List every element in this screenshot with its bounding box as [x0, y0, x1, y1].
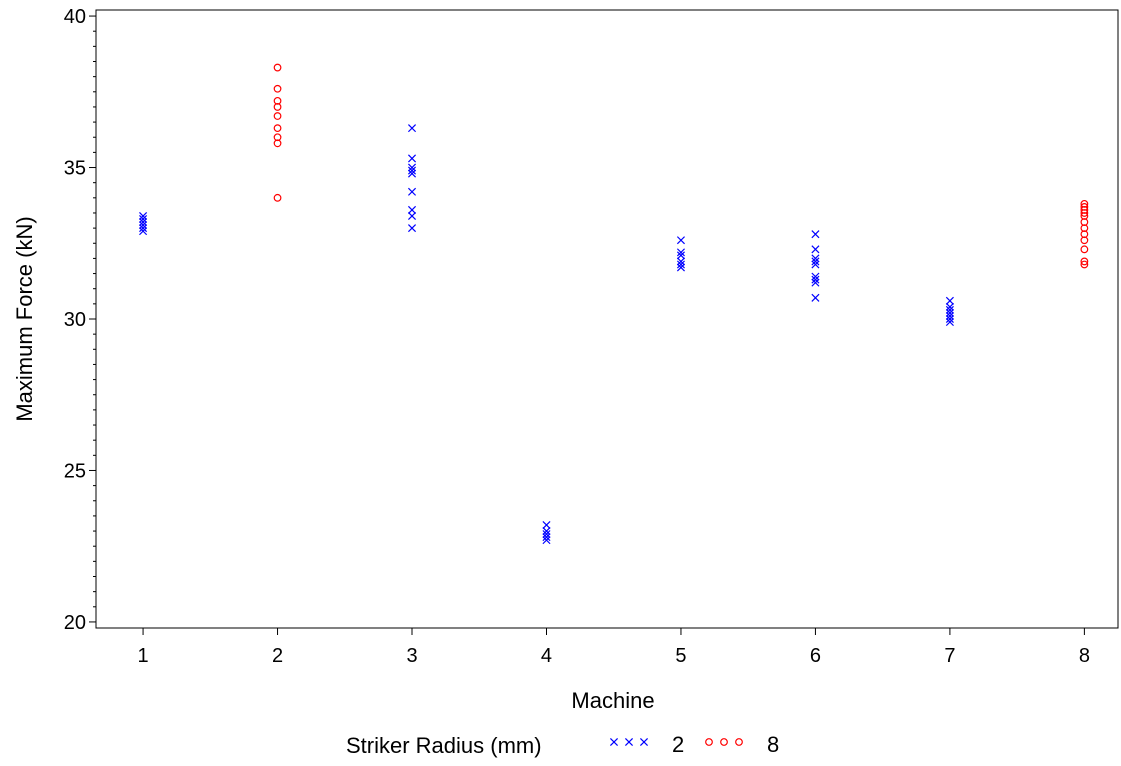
legend-marker-series-2	[624, 737, 634, 747]
data-point-series-2	[945, 305, 954, 314]
data-point-series-2	[139, 218, 148, 227]
data-point-series-2	[811, 260, 820, 269]
data-point-series-2	[542, 536, 551, 545]
data-point-series-8	[273, 63, 282, 72]
data-point-series-2	[945, 296, 954, 305]
data-point-series-2	[542, 530, 551, 539]
data-point-series-2	[811, 254, 820, 263]
data-points	[139, 63, 1089, 545]
data-point-series-2	[945, 311, 954, 320]
data-point-series-8	[273, 112, 282, 120]
data-point-series-2	[811, 257, 820, 266]
legend-marker-series-2	[609, 737, 619, 747]
data-point-series-2	[139, 224, 148, 233]
legend: Striker Radius (mm) 2 8	[346, 732, 779, 758]
x-axis: 1 2 3 4 5 6 7 8	[138, 628, 1090, 667]
data-point-series-2	[407, 224, 417, 233]
legend-entry-label: 2	[672, 732, 684, 757]
x-tick-label: 3	[406, 645, 417, 667]
data-point-series-2	[676, 236, 685, 245]
data-point-series-8	[1080, 199, 1089, 208]
data-point-series-2	[676, 263, 685, 272]
data-point-series-2	[811, 275, 820, 284]
data-point-series-2	[676, 251, 685, 260]
data-point-series-8	[273, 133, 282, 142]
legend-title: Striker Radius (mm)	[346, 733, 542, 758]
data-point-series-8	[1080, 257, 1089, 266]
data-point-series-2	[811, 278, 820, 287]
y-tick-label: 25	[64, 460, 86, 482]
data-point-series-2	[676, 260, 685, 269]
data-point-series-2	[811, 293, 820, 302]
data-point-series-2	[542, 527, 551, 536]
data-point-series-2	[945, 302, 954, 311]
x-tick-label: 7	[944, 645, 955, 667]
x-tick-label: 1	[138, 645, 149, 667]
data-point-series-2	[542, 533, 551, 542]
data-point-series-8	[273, 124, 282, 133]
x-tick-label: 5	[675, 645, 686, 667]
y-tick-label: 30	[64, 309, 86, 331]
y-tick-label: 20	[64, 612, 86, 634]
data-point-series-2	[407, 163, 417, 172]
y-tick-label: 35	[64, 158, 86, 180]
data-point-series-2	[676, 248, 685, 257]
data-point-series-2	[407, 166, 417, 175]
data-point-series-2	[676, 257, 685, 266]
data-point-series-8	[273, 193, 282, 202]
data-point-series-2	[945, 318, 954, 327]
data-point-series-2	[139, 221, 148, 230]
x-tick-label: 6	[810, 645, 821, 667]
legend-marker-series-8	[705, 738, 713, 746]
x-tick-label: 8	[1079, 645, 1090, 667]
y-tick-label: 40	[64, 6, 86, 28]
legend-marker-series-8	[720, 738, 728, 746]
data-point-series-2	[407, 187, 417, 196]
data-point-series-8	[1080, 245, 1089, 254]
x-axis-label: Machine	[571, 688, 654, 713]
legend-entry-label: 8	[767, 732, 779, 757]
data-point-series-2	[811, 272, 820, 281]
data-point-series-2	[811, 230, 820, 239]
data-point-series-8	[273, 84, 282, 93]
data-point-series-2	[945, 314, 954, 324]
data-point-series-8	[1080, 203, 1089, 211]
data-point-series-2	[542, 520, 551, 530]
x-tick-label: 4	[541, 645, 552, 667]
data-point-series-8	[273, 96, 282, 105]
data-point-series-2	[407, 124, 417, 133]
data-point-series-2	[407, 205, 417, 214]
data-point-series-2	[945, 308, 954, 317]
data-point-series-2	[407, 211, 417, 221]
y-axis: 20 25 30 35 40	[64, 6, 96, 634]
data-point-series-2	[139, 215, 148, 224]
data-point-series-2	[139, 227, 148, 236]
data-point-series-2	[139, 211, 148, 221]
data-point-series-2	[407, 154, 417, 163]
data-point-series-2	[407, 169, 417, 178]
y-axis-label: Maximum Force (kN)	[12, 216, 37, 421]
x-tick-label: 2	[272, 645, 283, 667]
legend-marker-series-8	[735, 738, 743, 746]
plot-frame	[95, 9, 1119, 629]
data-point-series-2	[811, 245, 820, 254]
legend-marker-series-2	[639, 737, 649, 747]
data-point-series-8	[1080, 260, 1089, 269]
